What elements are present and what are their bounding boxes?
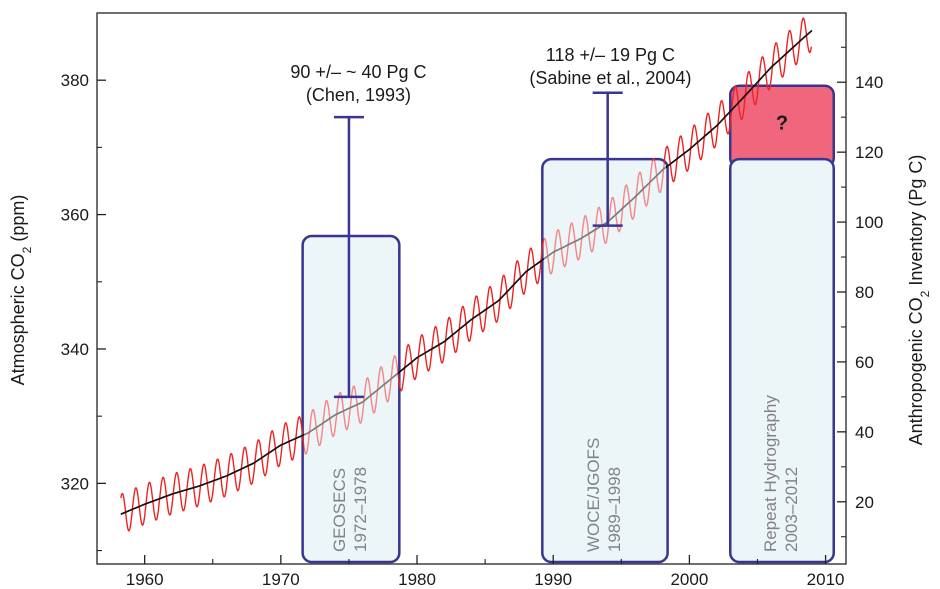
co2-series-layer xyxy=(120,17,833,561)
annotation-line2-1: (Sabine et al., 2004) xyxy=(529,68,691,88)
y2-tick-label-3: 80 xyxy=(855,283,874,302)
axes-layer: 1960 1970 1980 1990 2000 2010 320 340 360 380 20 40… xyxy=(61,46,883,589)
x-tick-label-4: 2000 xyxy=(670,570,708,589)
y2-tick-label-6: 140 xyxy=(855,73,883,92)
survey-boxes-layer: GEOSECS 1972–1978 WOCE/JGOFS 1989–1998? Repe… xyxy=(301,84,835,564)
annotation-line2-0: (Chen, 1993) xyxy=(306,85,411,105)
annotation-layer: 90 +/– ~ 40 Pg C (Chen, 1993) 118 +/– 19 P… xyxy=(290,45,691,105)
survey-box-overlay-0 xyxy=(304,237,398,561)
y-tick-label-1: 340 xyxy=(61,340,89,359)
x-tick-label-2: 1980 xyxy=(398,570,436,589)
survey-label-0: GEOSECS 1972–1978 xyxy=(330,467,370,552)
monthly-co2-line xyxy=(120,17,813,532)
y2-tick-label-4: 100 xyxy=(855,213,883,232)
y-axis-title-subscript: 2 xyxy=(20,246,34,253)
annotation-line1-0: 90 +/– ~ 40 Pg C xyxy=(290,62,426,82)
survey-box-overlay-2 xyxy=(731,160,833,561)
survey-extra-label-2: ? xyxy=(776,112,788,134)
plot-frame xyxy=(96,12,847,565)
y2-tick-label-5: 120 xyxy=(855,143,883,162)
y-tick-label-0: 320 xyxy=(61,474,89,493)
survey-box-overlay-1 xyxy=(543,160,667,561)
x-tick-label-1: 1970 xyxy=(262,570,300,589)
survey-box-1 xyxy=(541,157,669,564)
x-tick-label-5: 2010 xyxy=(807,570,845,589)
x-tick-label-0: 1960 xyxy=(126,570,164,589)
y-tick-label-2: 360 xyxy=(61,206,89,225)
survey-label-2: Repeat Hydrography 2003–2012 xyxy=(761,395,801,552)
y2-tick-label-1: 40 xyxy=(855,423,874,442)
x-tick-label-3: 1990 xyxy=(534,570,572,589)
y-axis-title: Atmospheric CO2 (ppm) xyxy=(8,195,34,386)
y2-axis-title-subscript: 2 xyxy=(918,290,932,297)
y2-tick-label-0: 20 xyxy=(855,493,874,512)
annual-mean-co2-line xyxy=(120,29,813,515)
survey-box-2 xyxy=(728,157,835,564)
y2-tick-label-2: 60 xyxy=(855,353,874,372)
survey-label-1: WOCE/JGOFS 1989–1998 xyxy=(584,438,624,552)
annotation-line1-1: 118 +/– 19 Pg C xyxy=(546,45,675,65)
y2-axis-title: Anthropogenic CO2 Inventory (Pg C) xyxy=(906,155,932,446)
y-tick-label-3: 380 xyxy=(61,71,89,90)
errorbar-layer xyxy=(333,91,623,399)
